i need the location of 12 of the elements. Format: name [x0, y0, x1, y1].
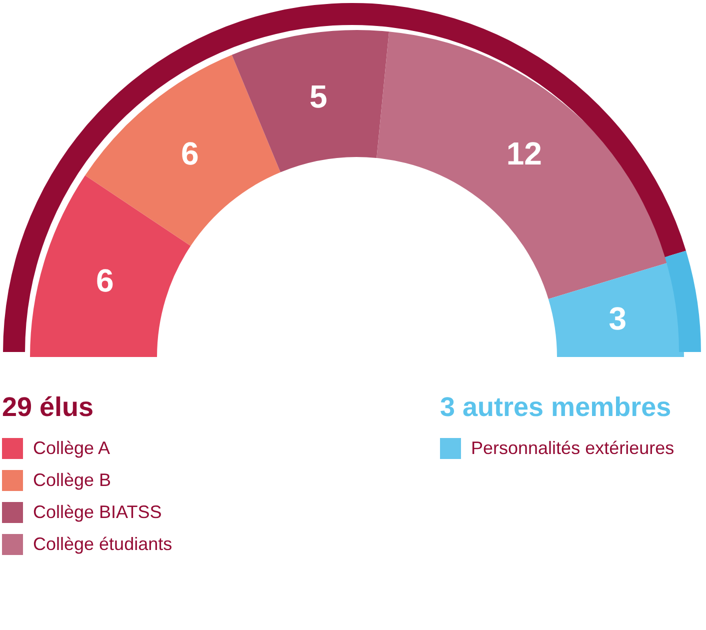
- text: 29 élus: [2, 392, 95, 424]
- data-label: 3: [608, 300, 627, 336]
- legend-label: Collège BIATSS: [33, 502, 162, 522]
- legend-label: Collège A: [33, 438, 110, 458]
- legend-label: Personnalités extérieures: [471, 438, 674, 458]
- data-label: 6: [96, 262, 114, 299]
- data-label: 12: [506, 135, 542, 172]
- data-label: 5: [309, 78, 328, 114]
- legend-label: Collège étudiants: [33, 534, 172, 554]
- text: 3 autres membres: [440, 392, 672, 424]
- data-label: 6: [180, 135, 199, 172]
- legend-label: Collège B: [33, 470, 112, 490]
